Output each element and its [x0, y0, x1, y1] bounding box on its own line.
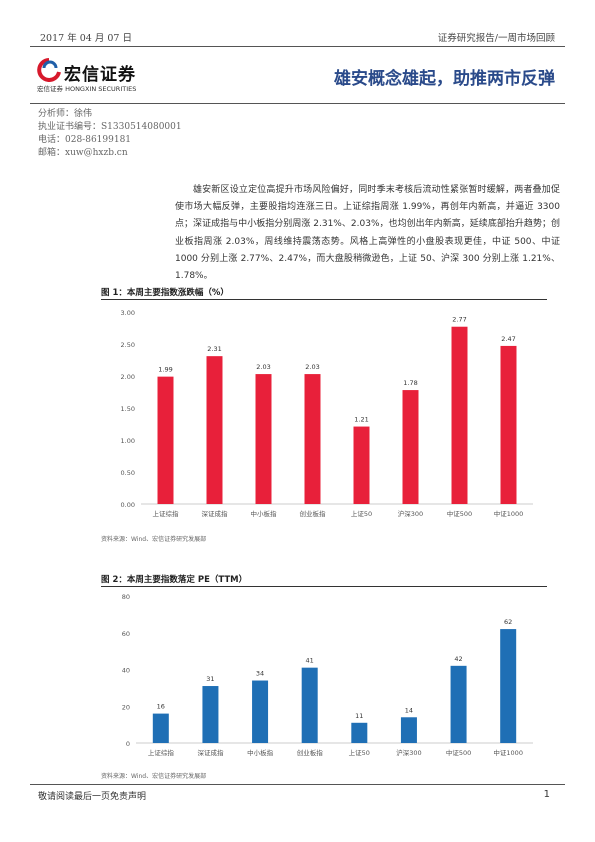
y-tick-label: 60	[122, 630, 130, 638]
x-tick-label: 中小板指	[247, 748, 274, 757]
x-tick-label: 中证500	[446, 748, 471, 757]
bar	[152, 713, 169, 743]
figure-1-chart: 0.00 0.50 1.00 1.50 2.00 2.50 3.00 1.99 上证综指 2.31…	[121, 309, 533, 518]
x-tick-label: 深证成指	[202, 509, 229, 518]
data-label: 2.03	[256, 363, 270, 371]
y-tick-label: 40	[122, 667, 130, 675]
bar	[304, 374, 321, 504]
x-tick-label: 中证500	[447, 509, 472, 518]
bar	[202, 686, 219, 743]
y-tick-label: 80	[122, 593, 130, 601]
bar	[301, 667, 318, 743]
bar	[500, 629, 517, 743]
bar	[157, 376, 174, 504]
x-tick-label: 创业板指	[297, 748, 324, 757]
x-tick-label: 上证50	[349, 748, 370, 757]
analyst-email: 邮箱：xuw@hxzb.cn	[38, 148, 128, 158]
data-label: 2.47	[501, 335, 515, 343]
x-tick-label: 中证1000	[494, 509, 524, 518]
y-tick-label: 0.50	[121, 469, 135, 477]
x-tick-label: 中证1000	[493, 748, 523, 757]
page-header: 2017 年 04 月 07 日 证券研究报告/一周市场回顾	[30, 30, 565, 44]
bar	[451, 326, 468, 504]
data-label: 2.31	[207, 345, 221, 353]
data-label: 41	[306, 657, 314, 665]
bar	[351, 722, 368, 743]
bar	[402, 390, 419, 504]
report-category: 证券研究报告/一周市场回顾	[437, 33, 555, 44]
data-label: 1.78	[403, 379, 417, 387]
analyst-phone: 电话：028-86199181	[38, 135, 132, 145]
y-tick-label: 1.50	[121, 405, 135, 413]
summary-paragraph: 雄安新区设立定位高提升市场风险偏好，同时季末考核后流动性紧张暂时缓解，两者叠加促…	[175, 185, 560, 282]
data-label: 34	[256, 670, 264, 678]
analyst-cert: 执业证书编号：S1330514080001	[38, 122, 182, 132]
x-tick-label: 上证50	[351, 509, 372, 518]
y-tick-label: 3.00	[121, 309, 135, 317]
report-title: 雄安概念雄起，助推两市反弹	[334, 69, 555, 89]
data-label: 14	[405, 706, 413, 714]
title-rule	[30, 103, 565, 104]
data-label: 1.99	[158, 366, 172, 374]
y-tick-label: 1.00	[121, 437, 135, 445]
data-label: 1.21	[354, 416, 368, 424]
figure-2-rule	[101, 586, 547, 587]
data-label: 42	[454, 655, 462, 663]
x-tick-label: 中小板指	[251, 509, 278, 518]
bar	[206, 356, 223, 504]
footer-rule	[30, 784, 565, 785]
figure-2-title: 图 2：本周主要指数落定 PE（TTM）	[101, 575, 248, 585]
data-label: 62	[504, 618, 512, 626]
y-tick-label: 2.00	[121, 373, 135, 381]
company-logo: 宏信证券 宏信证券 HONGXIN SECURITIES	[34, 55, 164, 95]
data-label: 16	[157, 703, 165, 711]
figure-2-chart: 0 20 40 60 80 16 上证综指 31 深证成指 34 中小板指 41 创业板指 11 上证50 1…	[122, 593, 533, 757]
y-tick-label: 20	[122, 703, 130, 711]
logo-name: 宏信证券	[64, 65, 136, 85]
data-label: 2.03	[305, 363, 319, 371]
logo-mark-icon	[37, 58, 61, 82]
header-rule	[30, 46, 565, 47]
data-label: 11	[355, 712, 363, 720]
bar	[400, 717, 417, 743]
bar	[252, 680, 269, 743]
analyst-name: 分析师：徐伟	[38, 109, 93, 119]
bar	[255, 374, 272, 504]
y-tick-label: 0.00	[121, 501, 135, 509]
logo-subtitle: 宏信证券 HONGXIN SECURITIES	[37, 85, 137, 93]
x-tick-label: 上证综指	[148, 748, 175, 757]
figure-2-source: 资料来源：Wind、宏信证券研究发展部	[101, 773, 207, 780]
x-tick-label: 沪深300	[396, 748, 421, 757]
figure-1-rule	[101, 299, 547, 300]
data-label: 2.77	[452, 316, 466, 324]
bar	[450, 665, 467, 743]
x-tick-label: 沪深300	[398, 509, 423, 518]
x-tick-label: 创业板指	[300, 509, 327, 518]
y-tick-label: 0	[126, 740, 130, 748]
bar	[353, 426, 370, 504]
bar	[500, 345, 517, 504]
data-label: 31	[206, 675, 214, 683]
analyst-info: 分析师：徐伟 执业证书编号：S1330514080001 电话：028-8619…	[38, 108, 182, 160]
report-date: 2017 年 04 月 07 日	[40, 33, 132, 44]
figure-1-source: 资料来源：Wind、宏信证券研究发展部	[101, 536, 207, 543]
x-tick-label: 上证综指	[153, 509, 180, 518]
figure-1-title: 图 1：本周主要指数涨跌幅（%）	[101, 288, 229, 298]
x-tick-label: 深证成指	[197, 748, 224, 757]
page-number: 1	[543, 789, 550, 800]
footer-disclaimer: 敬请阅读最后一页免责声明	[38, 792, 147, 802]
y-tick-label: 2.50	[121, 341, 135, 349]
